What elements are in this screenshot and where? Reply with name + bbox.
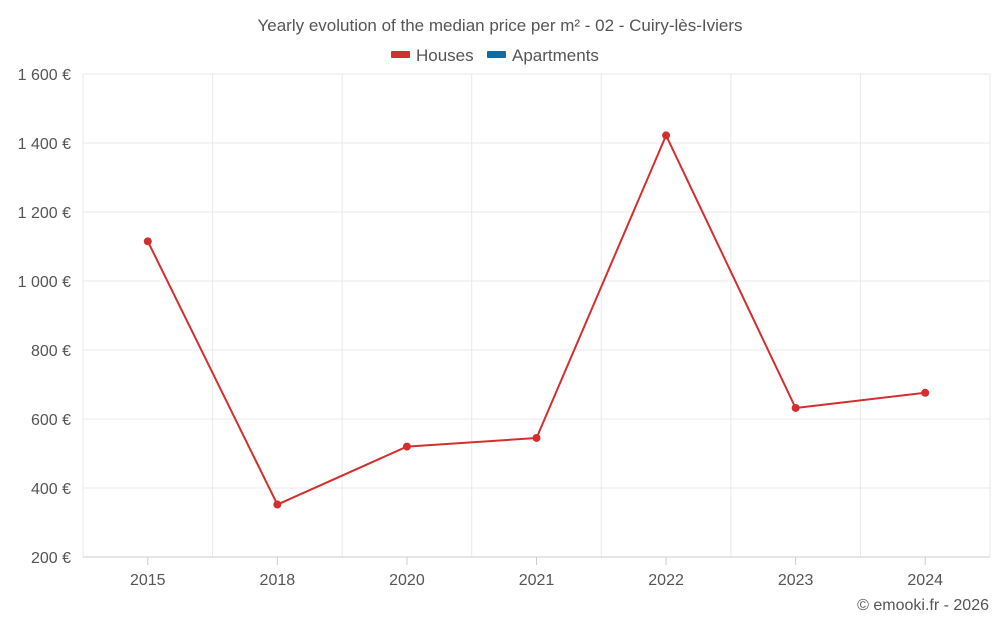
- legend-label-houses: Houses: [416, 46, 474, 65]
- data-point-houses-2022[interactable]: [662, 131, 671, 140]
- y-gridlines: [83, 73, 990, 558]
- series-line-houses: [146, 134, 926, 506]
- y-tick-label: 1 000 €: [18, 274, 71, 291]
- x-tick-label: 2022: [648, 572, 684, 589]
- legend-item-apartments[interactable]: Apartments: [487, 46, 599, 65]
- y-tick-label: 400 €: [31, 481, 71, 498]
- y-axis-ticks: 200 € 400 € 600 € 800 € 1 000 € 1 200 € 1 400 …: [18, 67, 71, 567]
- y-tick-label: 600 €: [31, 412, 71, 429]
- x-tick-label: 2021: [519, 572, 555, 589]
- series-lines: [146, 134, 926, 506]
- y-tick-label: 800 €: [31, 343, 71, 360]
- x-tick-label: 2015: [130, 572, 166, 589]
- data-point-houses-2015[interactable]: [143, 237, 152, 246]
- data-point-houses-2024[interactable]: [921, 388, 930, 397]
- y-tick-label: 200 €: [31, 550, 71, 567]
- y-tick-label: 1 600 €: [18, 67, 71, 84]
- legend-label-apartments: Apartments: [512, 46, 599, 65]
- legend: Houses Apartments: [391, 46, 599, 65]
- series-points: [143, 131, 930, 509]
- legend-swatch-apartments: [487, 51, 506, 58]
- x-tick-label: 2023: [778, 572, 814, 589]
- y-tick-label: 1 400 €: [18, 136, 71, 153]
- legend-swatch-houses: [391, 51, 410, 58]
- chart-title: Yearly evolution of the median price per…: [257, 16, 742, 35]
- data-point-houses-2023[interactable]: [791, 403, 800, 412]
- data-point-houses-2021[interactable]: [532, 433, 541, 442]
- x-tick-label: 2024: [907, 572, 943, 589]
- x-tick-label: 2020: [389, 572, 425, 589]
- x-tick-label: 2018: [260, 572, 296, 589]
- data-point-houses-2020[interactable]: [402, 442, 411, 451]
- credit-text: © emooki.fr - 2026: [857, 597, 989, 614]
- legend-item-houses[interactable]: Houses: [391, 46, 474, 65]
- x-axis-ticks: 2015 2018 2020 2021 2022 2023 2024: [130, 557, 943, 589]
- y-tick-label: 1 200 €: [18, 205, 71, 222]
- x-gridlines: [82, 74, 991, 558]
- data-point-houses-2018[interactable]: [273, 500, 282, 509]
